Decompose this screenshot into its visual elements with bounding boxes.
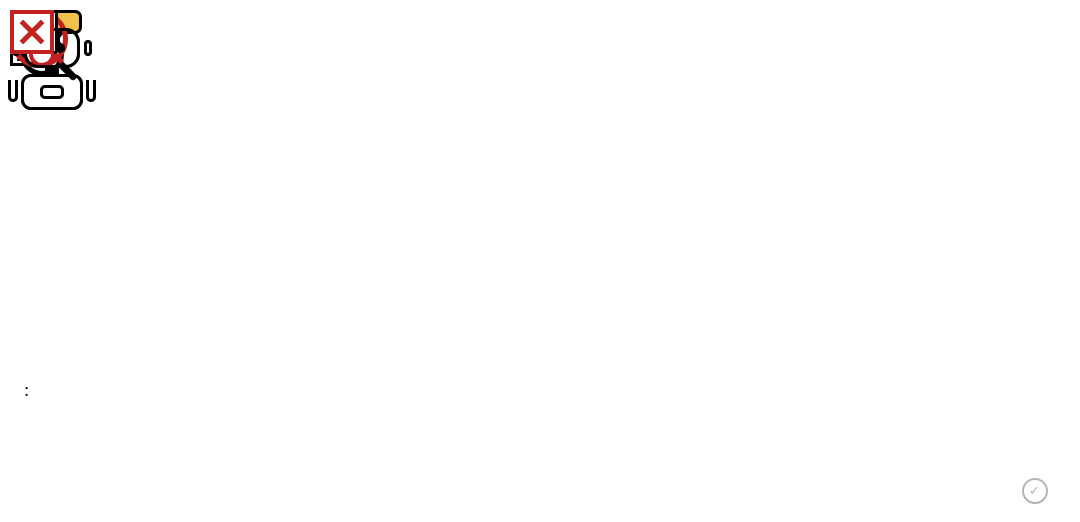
drop-cross-icon: [10, 10, 54, 54]
wechat-icon: ✓: [1022, 478, 1048, 504]
pasa-architecture-diagram: SCIENCE SCIENCE SCIENCE SCIENCE: [10, 10, 1070, 360]
figure-caption: :: [24, 378, 1056, 403]
arrows-layer: [10, 10, 1070, 360]
watermark: ✓: [1022, 478, 1056, 504]
